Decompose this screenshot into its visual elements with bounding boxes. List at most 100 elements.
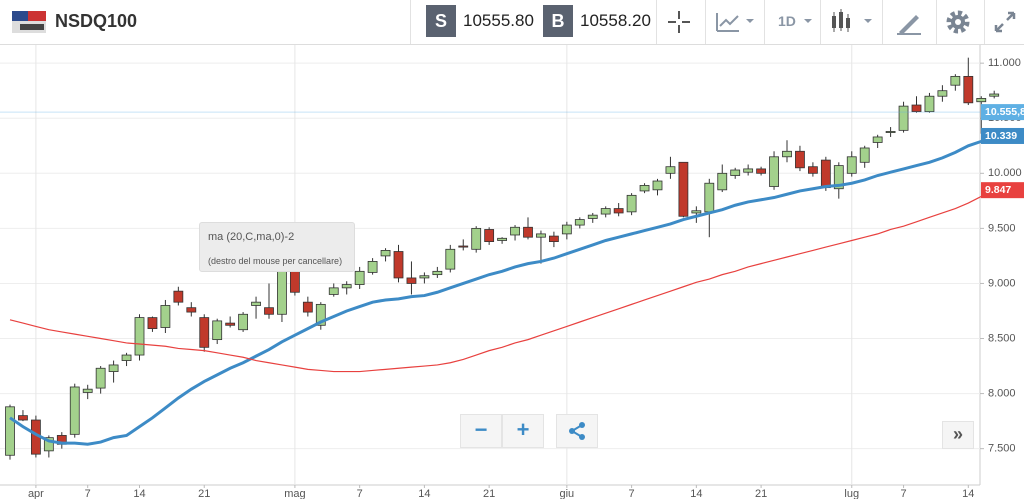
candle-body xyxy=(82,388,93,393)
price-tag xyxy=(981,182,1024,199)
candle-body xyxy=(743,168,754,173)
candle-body xyxy=(5,406,15,456)
zoom-out-button[interactable]: − xyxy=(460,414,502,448)
chart-type-button[interactable] xyxy=(713,7,757,37)
scroll-end-button[interactable]: » xyxy=(942,421,974,449)
candle-body xyxy=(846,156,857,174)
crosshair-button[interactable] xyxy=(664,7,694,37)
y-tick-label: 9.000 xyxy=(988,277,1016,289)
candle-body xyxy=(315,303,326,326)
buy-price[interactable]: 10558.20 xyxy=(580,11,651,30)
candle-body xyxy=(95,367,106,389)
candle-body xyxy=(367,261,378,273)
x-tick-label: apr xyxy=(28,488,44,499)
candle-body xyxy=(458,245,469,248)
price-tag-label: 10.339 xyxy=(985,130,1017,142)
share-icon xyxy=(569,422,585,440)
candle-body xyxy=(820,159,831,189)
candle-body xyxy=(69,386,80,435)
candle-body xyxy=(419,275,430,279)
settings-button[interactable] xyxy=(943,7,973,37)
x-tick-label: mag xyxy=(284,488,305,499)
buy-label[interactable]: B xyxy=(543,5,573,37)
candle-body xyxy=(225,322,236,326)
candle-body xyxy=(769,156,779,187)
candle-body xyxy=(613,208,624,214)
separator xyxy=(936,0,937,44)
moving-average-line xyxy=(9,134,995,446)
fullscreen-button[interactable] xyxy=(990,7,1020,37)
candle-body xyxy=(393,251,404,279)
candle-body xyxy=(147,317,158,330)
candle-body xyxy=(574,219,585,226)
x-tick-label: 21 xyxy=(483,488,495,499)
candle-body xyxy=(497,237,508,241)
candle-body xyxy=(937,90,948,97)
x-tick-label: 14 xyxy=(690,488,702,499)
candle-body xyxy=(108,364,119,372)
candle-body xyxy=(833,165,844,190)
indicators-button[interactable] xyxy=(828,7,878,37)
separator xyxy=(705,0,706,44)
share-button[interactable] xyxy=(556,414,598,448)
dropdown-arrow[interactable] xyxy=(802,7,814,37)
x-tick-label: 7 xyxy=(357,488,363,499)
zoom-in-button[interactable]: + xyxy=(502,414,544,448)
candle-body xyxy=(43,437,54,452)
tooltip-title: ma (20,C,ma,0)-2 xyxy=(208,231,295,243)
x-tick-label: giu xyxy=(560,488,575,499)
candle-body xyxy=(523,226,533,238)
separator xyxy=(820,0,821,44)
x-tick-label: 14 xyxy=(962,488,974,499)
candle-body xyxy=(950,75,961,86)
sell-price[interactable]: 10555.80 xyxy=(463,11,534,30)
candle-body xyxy=(510,226,520,236)
candle-body xyxy=(924,95,935,113)
price-tag xyxy=(981,104,1024,121)
candle-body xyxy=(639,185,650,192)
candle-body xyxy=(471,227,482,250)
timeframe[interactable]: 1D xyxy=(778,13,796,29)
separator xyxy=(410,0,411,44)
symbol[interactable]: NSDQ100 xyxy=(55,11,138,31)
flag-icon xyxy=(12,11,46,33)
candle-body xyxy=(199,317,210,348)
candle-body xyxy=(302,301,313,313)
candle-body xyxy=(328,287,339,295)
tooltip-hint: (destro del mouse per cancellare) xyxy=(208,256,343,266)
candle-body xyxy=(432,270,443,276)
candle-body xyxy=(859,147,870,163)
candle-body xyxy=(561,224,572,235)
sell-label[interactable]: S xyxy=(426,5,456,37)
candle-body xyxy=(587,214,598,219)
x-tick-label: 21 xyxy=(755,488,767,499)
candle-body xyxy=(186,307,197,313)
price-tag xyxy=(981,127,1024,144)
y-tick-label: 10.000 xyxy=(988,167,1022,179)
y-tick-label: 11.000 xyxy=(988,57,1021,69)
candle-body xyxy=(134,317,145,356)
candle-body xyxy=(549,235,559,242)
separator xyxy=(882,0,883,44)
candle-body xyxy=(665,166,676,174)
candle-body xyxy=(406,277,417,284)
indicator-tooltip: ma (20,C,ma,0)-2 (destro del mouse per c… xyxy=(199,222,355,272)
candle-body xyxy=(730,169,741,176)
candle-body xyxy=(963,75,974,104)
y-tick-label: 9.500 xyxy=(988,222,1016,234)
candle-body xyxy=(704,182,715,213)
candle-body xyxy=(872,136,883,143)
candle-body xyxy=(264,307,274,315)
candle-body xyxy=(976,98,987,103)
x-tick-label: lug xyxy=(844,488,859,499)
draw-button[interactable] xyxy=(894,7,924,37)
price-tag-label: 10.555,8 xyxy=(985,106,1024,118)
candle-body xyxy=(484,229,495,242)
candle-body xyxy=(212,320,223,341)
separator xyxy=(764,0,765,44)
candle-body xyxy=(160,305,171,328)
candle-body xyxy=(782,150,792,158)
price-tag-label: 9.847 xyxy=(985,184,1011,196)
y-tick-label: 8.000 xyxy=(988,387,1016,399)
